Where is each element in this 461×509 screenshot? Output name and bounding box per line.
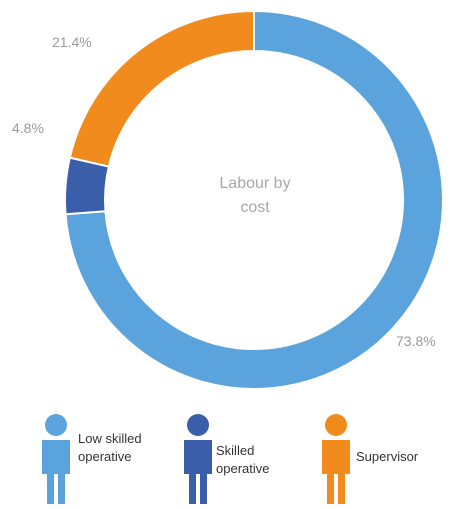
donut-svg — [64, 9, 444, 390]
person-icon — [322, 414, 350, 504]
pct-label-supervisor: 21.4% — [52, 34, 92, 50]
slice-low-skilled — [64, 9, 444, 390]
slice-supervisor — [68, 9, 255, 168]
legend-label-low-skilled-line-2: operative — [78, 449, 132, 464]
legend-label-skilled-line-2: operative — [216, 461, 270, 476]
chart-title-line-2: cost — [240, 199, 270, 216]
legend-item-skilled: Skilled operative — [180, 400, 300, 505]
pct-label-low-skilled: 73.8% — [396, 333, 436, 349]
legend-item-low-skilled: Low skilled operative — [38, 400, 178, 505]
legend: Low skilled operative Skilled operative … — [0, 400, 461, 509]
chart-title-line-1: Labour by — [219, 175, 291, 192]
legend-label-low-skilled-line-1: Low skilled — [78, 431, 142, 446]
person-icon — [42, 414, 70, 504]
legend-label-supervisor: Supervisor — [356, 449, 419, 464]
pct-label-skilled: 4.8% — [12, 120, 44, 136]
donut-chart: Labour by cost 73.8% 4.8% 21.4% — [12, 9, 444, 390]
chart-title: Labour by cost — [155, 172, 355, 220]
person-icon — [184, 414, 212, 504]
slice-skilled — [64, 156, 110, 216]
legend-item-supervisor: Supervisor — [318, 400, 448, 505]
legend-label-skilled-line-1: Skilled — [216, 443, 255, 458]
